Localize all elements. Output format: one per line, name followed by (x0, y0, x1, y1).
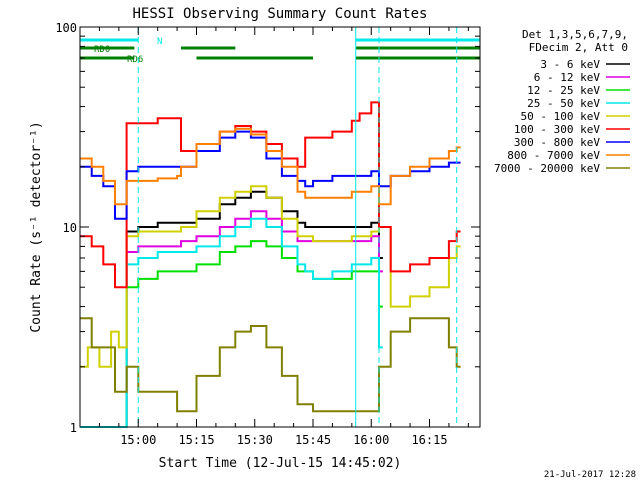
series-line-3 (80, 217, 383, 428)
legend-entry-label: 800 - 7000 keV (507, 149, 600, 162)
footer-date: 21-Jul-2017 12:28 (544, 470, 636, 480)
x-tick-label: 15:45 (295, 433, 331, 447)
legend-entry-label: 100 - 300 keV (514, 123, 600, 136)
legend-entry-label: 25 - 50 keV (527, 97, 600, 110)
flag-layer: RD0 RD6 N (80, 37, 480, 65)
legend-entry-label: 12 - 25 keV (527, 84, 600, 97)
series-layer (80, 101, 461, 428)
x-tick-label: 15:00 (120, 433, 156, 447)
y-tick-label: 1 (70, 421, 77, 435)
legend-entry-label: 7000 - 20000 keV (494, 162, 600, 175)
legend-header-line-1: Det 1,3,5,6,7,9, (522, 28, 628, 41)
series-line-2 (80, 240, 383, 428)
y-tick-label: 10 (63, 221, 77, 235)
series-line-7 (80, 127, 461, 206)
x-axis-label: Start Time (12-Jul-15 14:45:02) (159, 456, 402, 471)
chart-title: HESSI Observing Summary Count Rates (132, 6, 427, 22)
series-line-8 (80, 317, 461, 413)
legend-entry-label: 300 - 800 keV (514, 136, 600, 149)
x-tick-label: 16:15 (411, 433, 447, 447)
legend-entry-label: 3 - 6 keV (540, 58, 600, 71)
legend-header-line-2: FDecim 2, Att 0 (529, 41, 628, 54)
x-tick-label: 15:30 (237, 433, 273, 447)
flag-rd6-label: RD6 (127, 55, 143, 65)
x-tick-label: 15:15 (178, 433, 214, 447)
tick-layer: 15:00 15:15 15:30 15:45 16:00 16:15 1 10 100 (55, 21, 480, 447)
y-tick-label: 100 (55, 21, 77, 35)
flag-n-label: N (157, 37, 162, 47)
x-tick-label: 16:00 (353, 433, 389, 447)
y-axis-label: Count Rate (s⁻¹ detector⁻¹) (29, 121, 44, 332)
marker-lines-layer (137, 27, 458, 427)
legend-entry-label: 6 - 12 keV (534, 71, 601, 84)
legend-entry-label: 50 - 100 keV (521, 110, 601, 123)
flag-rd0-label: RD0 (94, 45, 110, 55)
series-line-4 (80, 185, 461, 368)
